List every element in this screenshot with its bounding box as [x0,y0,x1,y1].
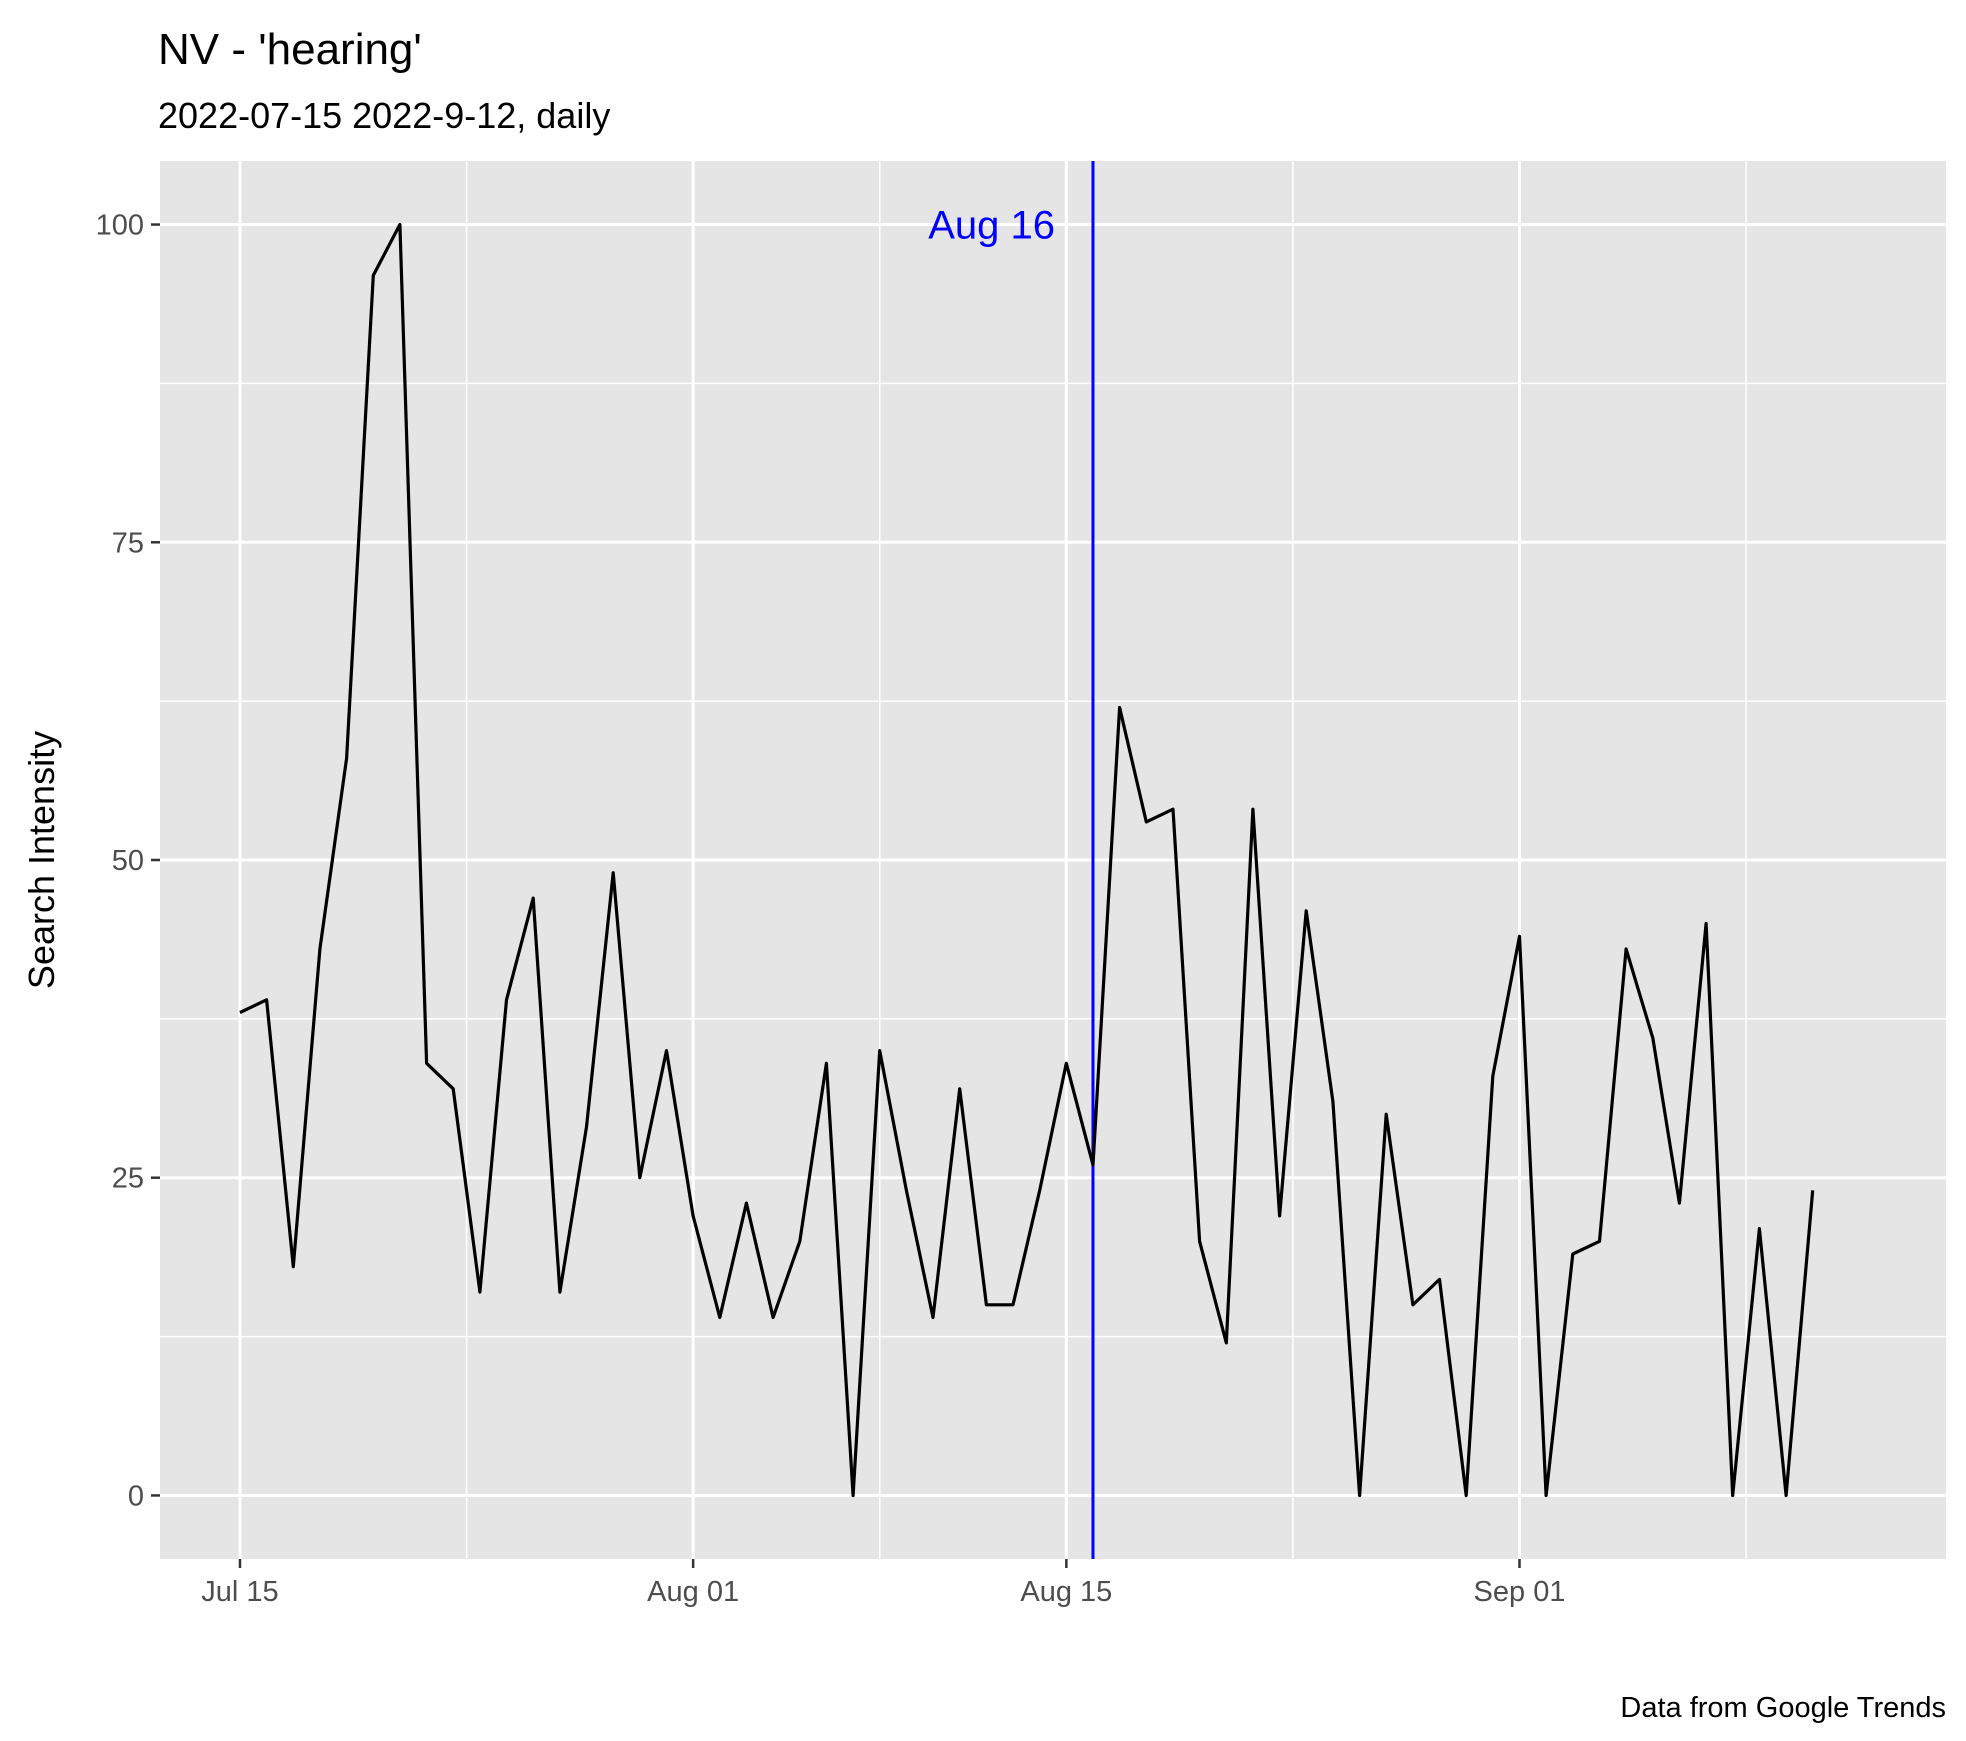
grid [160,161,1946,1559]
y-axis-label: Search Intensity [21,731,62,989]
y-tick-label: 50 [112,845,144,877]
chart-caption: Data from Google Trends [1620,1692,1946,1724]
x-tick-label: Aug 01 [647,1576,739,1608]
series [239,222,1815,1498]
x-tick-label: Jul 15 [201,1576,278,1608]
event-marker: Aug 16 [928,161,1095,1559]
chart-title: NV - 'hearing' [158,25,422,74]
x-axis: Jul 15 Aug 01 Aug 15 Sep 01 [201,1559,1565,1608]
x-tick-label: Aug 15 [1020,1576,1112,1608]
event-label: Aug 16 [928,204,1055,248]
y-tick-label: 0 [128,1480,144,1512]
chart-subtitle: 2022-07-15 2022-9-12, daily [158,95,610,136]
y-axis: 0 25 50 75 100 [96,210,160,1512]
x-tick-label: Sep 01 [1474,1576,1566,1608]
series-line [239,222,1815,1498]
y-tick-label: 25 [112,1163,144,1195]
y-tick-label: 100 [96,210,144,242]
y-tick-label: 75 [112,527,144,559]
